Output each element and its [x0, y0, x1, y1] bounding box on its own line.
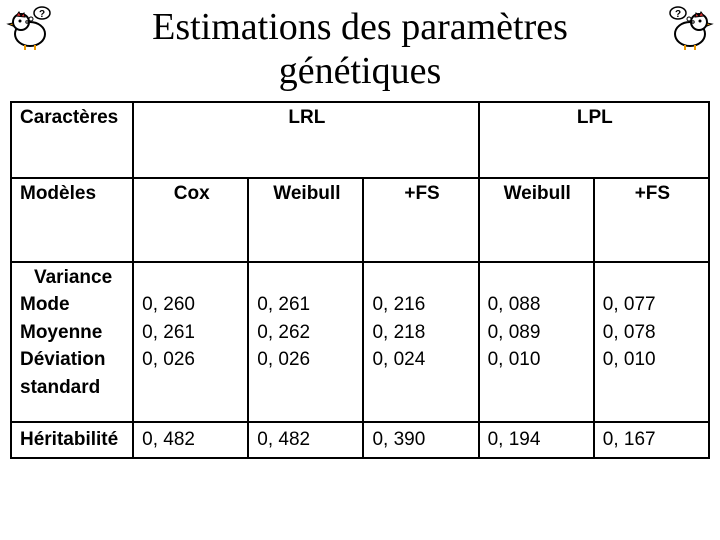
- variance-col-4: 0, 077 0, 078 0, 010: [594, 262, 709, 422]
- heritability-val-3: 0, 194: [479, 422, 594, 458]
- thinking-chicken-icon: ?: [666, 4, 714, 50]
- thinking-chicken-icon: ?: [6, 4, 54, 50]
- models-label: Modèles: [11, 178, 133, 262]
- page-title: Estimations des paramètres génétiques: [0, 0, 720, 93]
- table-row-heritability: Héritabilité 0, 482 0, 482 0, 390 0, 194…: [11, 422, 709, 458]
- model-col-2: +FS: [363, 178, 478, 262]
- parameters-table: Caractères LRL LPL Modèles Cox Weibull +…: [10, 101, 710, 459]
- parameters-table-wrap: Caractères LRL LPL Modèles Cox Weibull +…: [0, 93, 720, 459]
- heritability-val-4: 0, 167: [594, 422, 709, 458]
- heritability-val-0: 0, 482: [133, 422, 248, 458]
- header-group-lpl: LPL: [479, 102, 709, 178]
- heritability-val-2: 0, 390: [363, 422, 478, 458]
- variance-col-0: 0, 260 0, 261 0, 026: [133, 262, 248, 422]
- model-col-0: Cox: [133, 178, 248, 262]
- characters-label: Caractères: [11, 102, 133, 178]
- model-col-4: +FS: [594, 178, 709, 262]
- variance-labels-cell: Variance Mode Moyenne Déviation standard: [11, 262, 133, 422]
- table-row-models: Modèles Cox Weibull +FS Weibull +FS: [11, 178, 709, 262]
- variance-col-3: 0, 088 0, 089 0, 010: [479, 262, 594, 422]
- title-line-1: Estimations des paramètres: [152, 6, 568, 48]
- variance-col-2: 0, 216 0, 218 0, 024: [363, 262, 478, 422]
- svg-text:?: ?: [675, 9, 681, 20]
- variance-row-deviation: Déviation standard: [20, 346, 126, 401]
- table-row-characters: Caractères LRL LPL: [11, 102, 709, 178]
- variance-title: Variance: [20, 267, 126, 289]
- header-group-lrl: LRL: [133, 102, 478, 178]
- variance-col-1: 0, 261 0, 262 0, 026: [248, 262, 363, 422]
- title-line-2: génétiques: [279, 50, 442, 92]
- variance-row-moyenne: Moyenne: [20, 319, 126, 347]
- table-row-variance: Variance Mode Moyenne Déviation standard…: [11, 262, 709, 422]
- svg-text:?: ?: [39, 9, 45, 20]
- variance-row-mode: Mode: [20, 291, 126, 319]
- model-col-1: Weibull: [248, 178, 363, 262]
- model-col-3: Weibull: [479, 178, 594, 262]
- heritability-label: Héritabilité: [11, 422, 133, 458]
- heritability-val-1: 0, 482: [248, 422, 363, 458]
